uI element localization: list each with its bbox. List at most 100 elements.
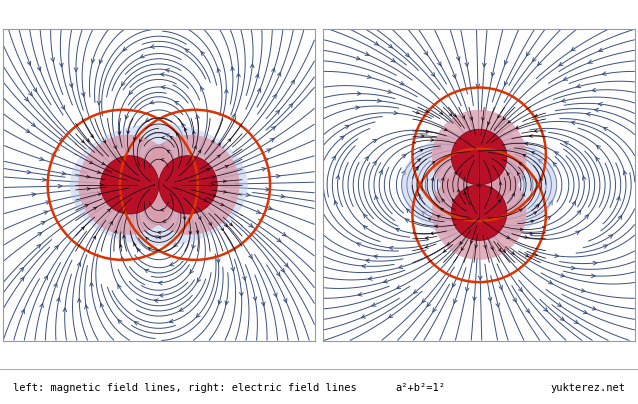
FancyArrowPatch shape: [421, 135, 424, 137]
FancyArrowPatch shape: [362, 315, 366, 318]
FancyArrowPatch shape: [558, 303, 561, 307]
FancyArrowPatch shape: [502, 249, 505, 252]
FancyArrowPatch shape: [461, 247, 464, 250]
FancyArrowPatch shape: [167, 150, 170, 153]
FancyArrowPatch shape: [356, 57, 360, 60]
FancyArrowPatch shape: [182, 123, 186, 127]
FancyArrowPatch shape: [230, 223, 232, 226]
FancyArrowPatch shape: [389, 246, 393, 250]
FancyArrowPatch shape: [129, 90, 133, 95]
FancyArrowPatch shape: [87, 139, 89, 141]
FancyArrowPatch shape: [482, 63, 486, 67]
Circle shape: [140, 135, 239, 235]
FancyArrowPatch shape: [107, 208, 111, 212]
FancyArrowPatch shape: [415, 166, 419, 170]
FancyArrowPatch shape: [464, 192, 466, 195]
FancyArrowPatch shape: [277, 238, 281, 242]
FancyArrowPatch shape: [496, 303, 500, 307]
FancyArrowPatch shape: [538, 160, 542, 163]
Circle shape: [432, 110, 526, 204]
FancyArrowPatch shape: [373, 139, 376, 143]
FancyArrowPatch shape: [179, 308, 184, 311]
FancyArrowPatch shape: [114, 230, 117, 234]
FancyArrowPatch shape: [454, 299, 457, 303]
FancyArrowPatch shape: [367, 75, 371, 78]
FancyArrowPatch shape: [533, 57, 536, 61]
FancyArrowPatch shape: [149, 248, 152, 250]
Text: left: magnetic field lines, right: electric field lines: left: magnetic field lines, right: elect…: [13, 383, 357, 393]
FancyArrowPatch shape: [118, 320, 122, 324]
FancyArrowPatch shape: [267, 149, 271, 152]
FancyArrowPatch shape: [42, 178, 46, 181]
FancyArrowPatch shape: [85, 305, 88, 309]
FancyArrowPatch shape: [597, 145, 600, 149]
FancyArrowPatch shape: [389, 44, 392, 48]
FancyArrowPatch shape: [452, 283, 456, 287]
FancyArrowPatch shape: [282, 232, 286, 236]
FancyArrowPatch shape: [87, 175, 91, 178]
FancyArrowPatch shape: [585, 215, 588, 219]
FancyArrowPatch shape: [122, 236, 125, 238]
FancyArrowPatch shape: [520, 228, 523, 231]
FancyArrowPatch shape: [588, 60, 593, 63]
FancyArrowPatch shape: [184, 128, 187, 131]
FancyArrowPatch shape: [399, 265, 403, 269]
FancyArrowPatch shape: [526, 52, 530, 56]
FancyArrowPatch shape: [452, 74, 456, 78]
FancyArrowPatch shape: [183, 217, 186, 220]
FancyArrowPatch shape: [97, 101, 101, 105]
FancyArrowPatch shape: [225, 165, 228, 168]
FancyArrowPatch shape: [355, 106, 359, 109]
FancyArrowPatch shape: [618, 215, 621, 219]
FancyArrowPatch shape: [490, 186, 493, 189]
FancyArrowPatch shape: [207, 168, 210, 171]
FancyArrowPatch shape: [158, 236, 161, 239]
FancyArrowPatch shape: [379, 170, 382, 174]
FancyArrowPatch shape: [452, 199, 455, 202]
FancyArrowPatch shape: [402, 155, 406, 158]
FancyArrowPatch shape: [491, 72, 494, 76]
FancyArrowPatch shape: [442, 176, 445, 180]
FancyArrowPatch shape: [249, 255, 252, 259]
FancyArrowPatch shape: [598, 103, 602, 106]
FancyArrowPatch shape: [217, 154, 221, 158]
FancyArrowPatch shape: [160, 223, 163, 227]
FancyArrowPatch shape: [617, 197, 620, 200]
FancyArrowPatch shape: [415, 167, 418, 170]
FancyArrowPatch shape: [158, 281, 162, 285]
FancyArrowPatch shape: [498, 248, 501, 251]
FancyArrowPatch shape: [476, 84, 480, 88]
FancyArrowPatch shape: [424, 175, 427, 179]
FancyArrowPatch shape: [396, 228, 400, 231]
FancyArrowPatch shape: [454, 114, 456, 117]
FancyArrowPatch shape: [539, 176, 542, 180]
FancyArrowPatch shape: [447, 242, 450, 245]
FancyArrowPatch shape: [561, 99, 565, 102]
FancyArrowPatch shape: [176, 133, 179, 136]
FancyArrowPatch shape: [357, 92, 361, 95]
FancyArrowPatch shape: [519, 288, 523, 291]
FancyArrowPatch shape: [276, 110, 279, 114]
FancyArrowPatch shape: [559, 62, 563, 66]
FancyArrowPatch shape: [37, 244, 41, 248]
FancyArrowPatch shape: [535, 114, 538, 117]
FancyArrowPatch shape: [405, 53, 409, 57]
FancyArrowPatch shape: [74, 68, 78, 72]
FancyArrowPatch shape: [592, 307, 596, 310]
FancyArrowPatch shape: [283, 299, 287, 303]
FancyArrowPatch shape: [432, 162, 434, 164]
FancyArrowPatch shape: [154, 236, 158, 239]
FancyArrowPatch shape: [457, 189, 460, 192]
Circle shape: [432, 165, 526, 260]
FancyArrowPatch shape: [185, 49, 189, 53]
FancyArrowPatch shape: [161, 73, 164, 76]
FancyArrowPatch shape: [268, 206, 272, 210]
FancyArrowPatch shape: [340, 136, 344, 140]
FancyArrowPatch shape: [431, 72, 434, 76]
FancyArrowPatch shape: [572, 201, 575, 205]
FancyArrowPatch shape: [32, 193, 36, 196]
FancyArrowPatch shape: [81, 227, 84, 230]
FancyArrowPatch shape: [99, 59, 103, 63]
FancyArrowPatch shape: [250, 64, 254, 67]
FancyArrowPatch shape: [531, 220, 534, 223]
